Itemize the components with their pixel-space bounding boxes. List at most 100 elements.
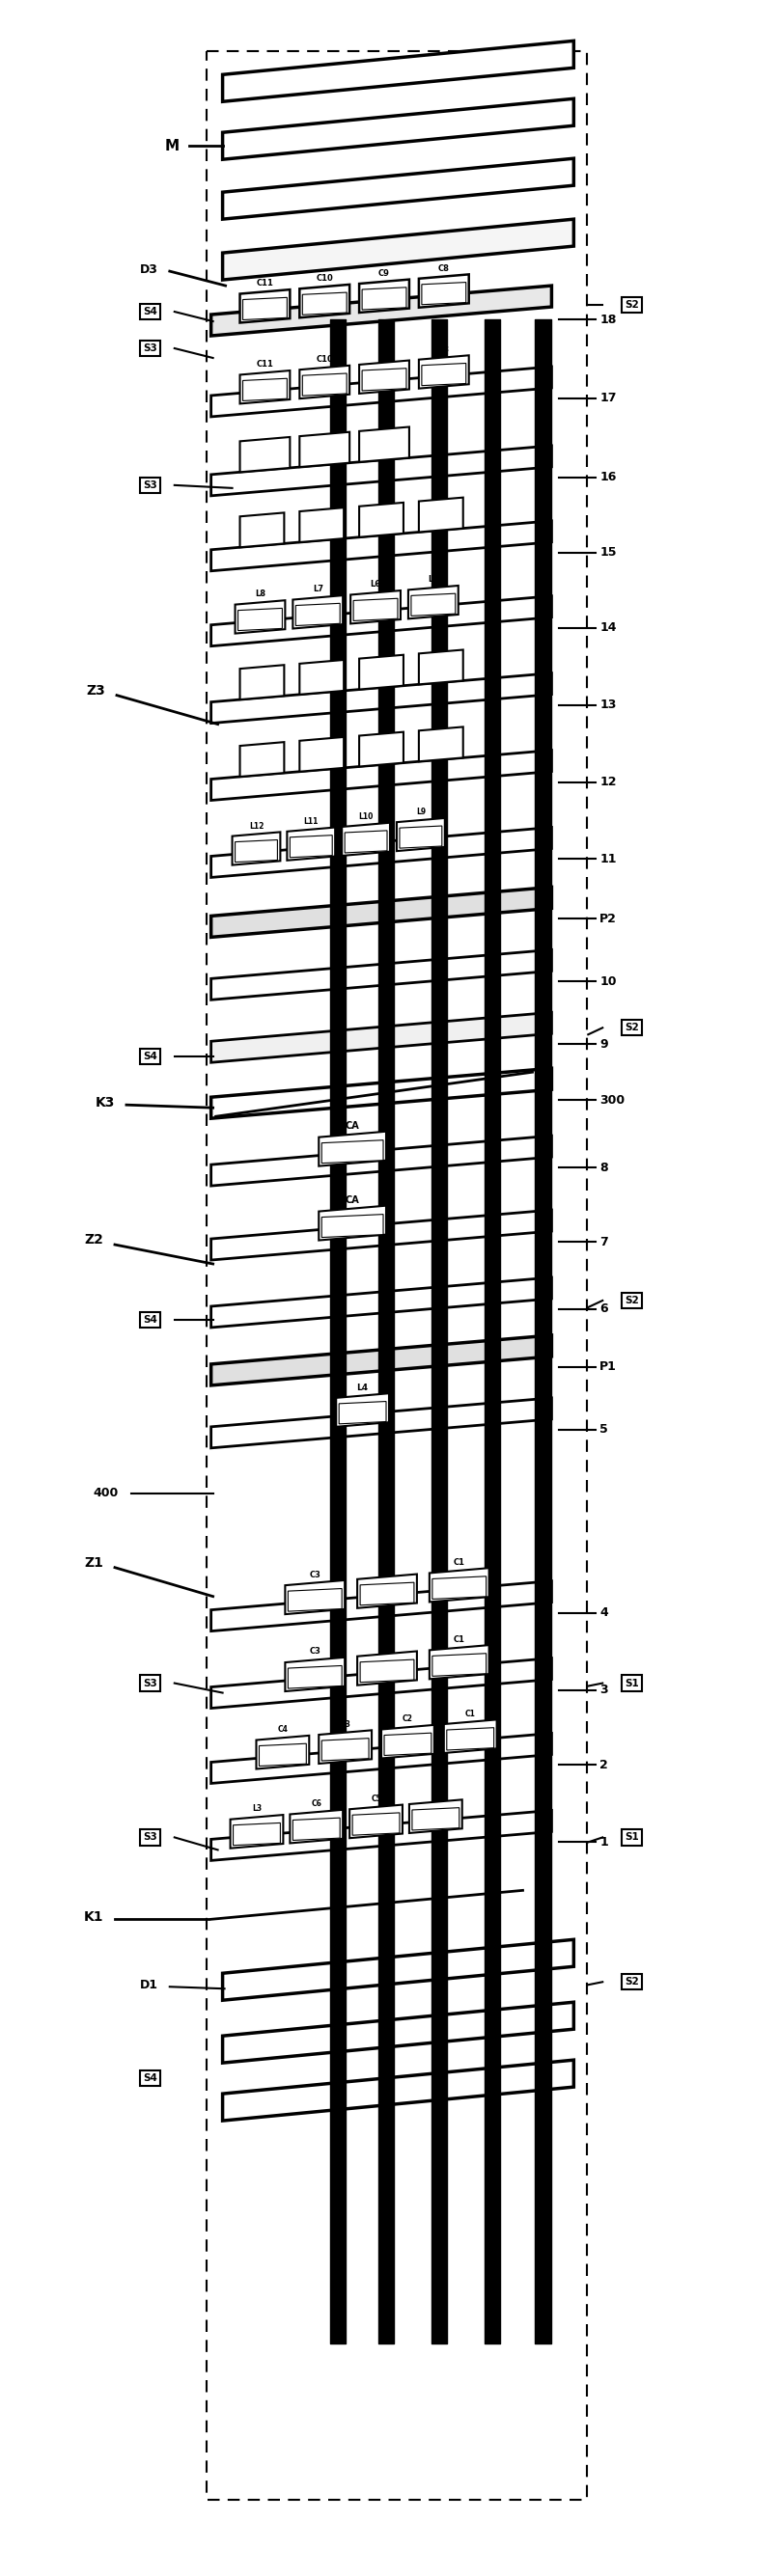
Polygon shape (240, 371, 290, 404)
Polygon shape (223, 1940, 573, 1999)
Polygon shape (288, 1589, 342, 1613)
Polygon shape (446, 1728, 494, 1749)
Text: L6: L6 (370, 580, 381, 590)
Polygon shape (211, 1399, 552, 1448)
Text: C2: C2 (381, 1564, 393, 1574)
Polygon shape (319, 1131, 386, 1167)
Polygon shape (300, 737, 344, 773)
Polygon shape (211, 886, 552, 938)
Polygon shape (211, 1069, 552, 1118)
Polygon shape (444, 1721, 497, 1754)
Text: P2: P2 (600, 912, 617, 925)
Text: L9: L9 (416, 806, 425, 817)
Text: 15: 15 (600, 546, 617, 559)
Polygon shape (419, 355, 469, 389)
Polygon shape (211, 672, 552, 724)
Polygon shape (411, 592, 456, 616)
Polygon shape (223, 98, 573, 160)
Text: C9: C9 (379, 350, 390, 358)
Text: S4: S4 (143, 2074, 157, 2084)
Text: C2: C2 (381, 1641, 393, 1649)
Text: C11: C11 (256, 361, 273, 368)
Polygon shape (302, 374, 347, 397)
Polygon shape (211, 1334, 552, 1386)
Polygon shape (211, 286, 552, 335)
Text: L3: L3 (252, 1806, 262, 1814)
Text: C5: C5 (371, 1795, 381, 1803)
Polygon shape (285, 1656, 345, 1692)
Polygon shape (211, 1582, 552, 1631)
Polygon shape (432, 1577, 486, 1600)
Polygon shape (382, 1726, 434, 1759)
Text: 300: 300 (600, 1095, 625, 1105)
Polygon shape (421, 363, 466, 386)
Text: S4: S4 (143, 307, 157, 317)
Polygon shape (352, 1814, 400, 1834)
Polygon shape (231, 1816, 284, 1847)
Polygon shape (211, 951, 552, 999)
Text: 400: 400 (93, 1486, 118, 1499)
Polygon shape (359, 732, 404, 768)
Text: L5: L5 (428, 574, 439, 585)
Polygon shape (296, 603, 340, 626)
Polygon shape (240, 513, 284, 546)
Text: L8: L8 (255, 590, 266, 598)
Polygon shape (235, 600, 285, 634)
Polygon shape (211, 366, 552, 417)
Text: D1: D1 (139, 1978, 158, 1991)
Text: S2: S2 (624, 1296, 639, 1306)
Text: C8: C8 (438, 263, 449, 273)
Polygon shape (319, 1206, 386, 1239)
Text: S2: S2 (624, 301, 639, 309)
Polygon shape (400, 827, 442, 848)
Text: 1: 1 (600, 1837, 608, 1850)
Text: P1: P1 (600, 1360, 617, 1373)
Text: C4: C4 (277, 1726, 288, 1734)
Polygon shape (211, 1136, 552, 1185)
Polygon shape (233, 1824, 280, 1844)
Text: CA: CA (345, 1121, 360, 1131)
Text: S4: S4 (143, 1051, 157, 1061)
Text: C10: C10 (316, 355, 333, 363)
Polygon shape (342, 822, 390, 855)
Polygon shape (322, 1213, 383, 1236)
Text: C1: C1 (453, 1636, 465, 1643)
Polygon shape (409, 1801, 462, 1834)
Text: S3: S3 (143, 1680, 157, 1687)
Polygon shape (238, 608, 282, 631)
Polygon shape (223, 2002, 573, 2063)
Polygon shape (211, 520, 552, 572)
Text: 5: 5 (600, 1425, 608, 1435)
Text: L11: L11 (304, 817, 319, 824)
Polygon shape (421, 283, 466, 304)
Polygon shape (300, 366, 350, 399)
Polygon shape (223, 2061, 573, 2120)
Text: 12: 12 (600, 775, 617, 788)
Polygon shape (211, 1278, 552, 1327)
Polygon shape (359, 278, 409, 312)
Polygon shape (243, 379, 287, 402)
Text: C1: C1 (465, 1710, 475, 1718)
Polygon shape (240, 742, 284, 778)
Text: C8: C8 (438, 345, 449, 353)
Text: 2: 2 (600, 1759, 608, 1772)
Polygon shape (359, 654, 404, 690)
Polygon shape (232, 832, 280, 866)
Text: C2: C2 (403, 1716, 413, 1723)
Polygon shape (211, 1734, 552, 1783)
Text: 16: 16 (600, 471, 616, 484)
Text: 17: 17 (600, 392, 617, 404)
Polygon shape (288, 1667, 342, 1687)
Text: Z2: Z2 (84, 1234, 104, 1247)
Polygon shape (223, 41, 573, 100)
Polygon shape (300, 283, 350, 317)
Polygon shape (362, 289, 407, 309)
Polygon shape (319, 1731, 372, 1765)
Text: L7: L7 (312, 585, 323, 592)
Polygon shape (432, 1654, 486, 1677)
Polygon shape (211, 1811, 552, 1860)
Polygon shape (429, 1569, 489, 1602)
Polygon shape (419, 649, 463, 685)
Text: CA: CA (345, 1195, 360, 1206)
Polygon shape (300, 433, 350, 466)
